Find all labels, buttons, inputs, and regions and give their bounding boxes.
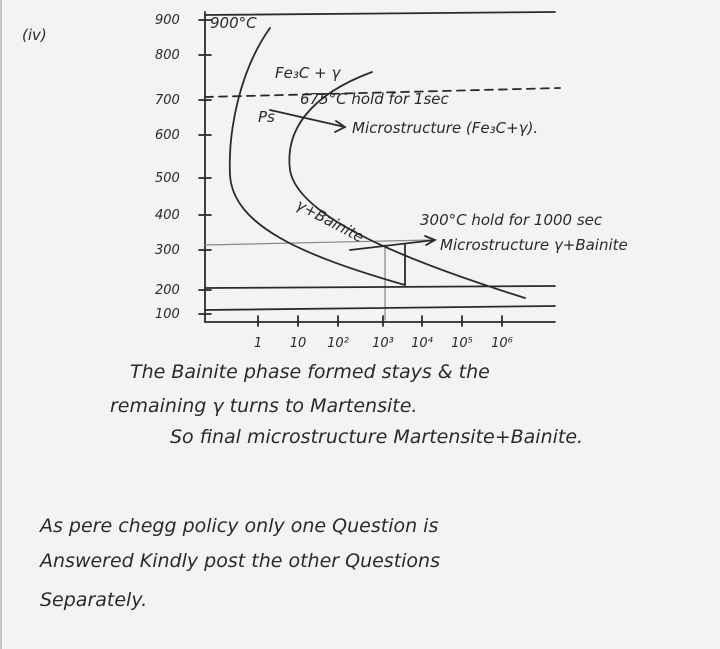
y-axis-label: 900: [155, 13, 180, 28]
note-line: Separately.: [40, 589, 147, 611]
mf-line: [204, 305, 556, 311]
note-line: So final microstructure Martensite+Baini…: [170, 426, 583, 448]
y-axis-label: 500: [155, 171, 180, 186]
x-axis-label: 10: [290, 336, 307, 351]
note-line: As pere chegg policy only one Question i…: [38, 515, 438, 537]
annotation: 675°C hold for 1sec: [300, 90, 449, 108]
annotation: 300°C hold for 1000 sec: [420, 211, 603, 229]
line-300: [204, 239, 431, 246]
part-label: (iv): [22, 26, 47, 44]
y-axis-label: 600: [155, 128, 180, 143]
annotation: Microstructure (Fe₃C+γ).: [352, 119, 538, 137]
x-axis-label: 10⁵: [451, 336, 473, 351]
note-line: Answered Kindly post the other Questions: [38, 550, 440, 572]
start-curve: [228, 27, 406, 286]
y-axis-label: 400: [155, 208, 180, 223]
y-axis-label: 700: [155, 93, 180, 108]
annotation: 900°C: [210, 14, 257, 32]
y-axis-label: 800: [155, 48, 180, 63]
y-axis-label: 300: [155, 243, 180, 258]
x-axis-label: 10⁴: [411, 336, 434, 351]
x-axis-label: 10⁶: [491, 336, 513, 351]
x-axis-label: 1: [254, 336, 262, 351]
finish-curve: [288, 71, 526, 299]
note-line: remaining γ turns to Martensite.: [110, 395, 417, 417]
line-900: [204, 11, 556, 16]
y-axis-label: 100: [155, 307, 180, 322]
note-line: The Bainite phase formed stays & the: [130, 361, 490, 383]
x-axis-label: 10²: [327, 336, 349, 351]
arrow-675: [269, 109, 347, 133]
x-axis-label: 10³: [372, 336, 394, 351]
annotation: Fe₃C + γ: [275, 64, 341, 82]
annotation: Microstructure γ+Bainite: [440, 236, 628, 254]
y-axis-label: 200: [155, 283, 180, 298]
annotation: Ps: [258, 108, 275, 126]
ms-line: [204, 285, 556, 289]
line-675: [204, 87, 561, 98]
arrow-300: [349, 235, 438, 251]
